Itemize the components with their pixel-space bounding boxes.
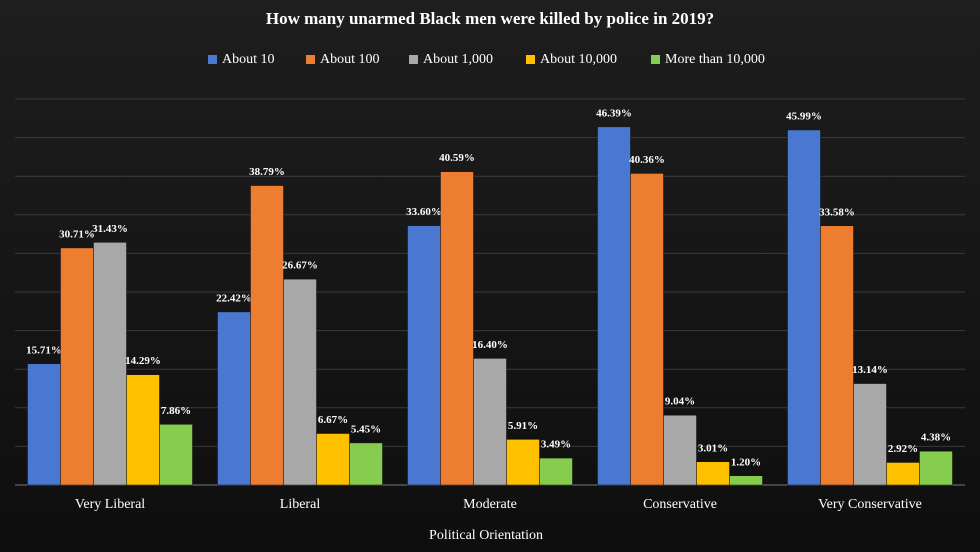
bar — [473, 358, 507, 486]
value-label: 26.67% — [282, 260, 318, 272]
bar — [93, 242, 127, 486]
bar — [407, 225, 441, 486]
bar — [159, 424, 193, 486]
legend-label: About 100 — [320, 52, 380, 67]
value-label: 1.20% — [731, 456, 761, 468]
value-label: 6.67% — [318, 414, 348, 426]
value-label: 9.04% — [665, 396, 695, 408]
legend-swatch — [306, 55, 315, 64]
legend-label: About 10 — [222, 52, 275, 67]
value-label: 30.71% — [59, 228, 95, 240]
legend-label: More than 10,000 — [665, 52, 765, 67]
value-label: 3.49% — [541, 439, 571, 451]
legend-label: About 10,000 — [540, 52, 617, 67]
value-label: 31.43% — [92, 223, 128, 235]
x-tick-label: Liberal — [280, 497, 321, 512]
bar — [663, 414, 697, 486]
bar — [597, 126, 631, 486]
bar — [787, 129, 821, 486]
bar — [696, 461, 730, 486]
bar — [886, 462, 920, 486]
legend-swatch — [526, 55, 535, 64]
bar — [250, 185, 284, 486]
value-label: 4.38% — [921, 432, 951, 444]
legend-swatch — [651, 55, 660, 64]
value-label: 22.42% — [216, 292, 252, 304]
x-tick-label: Very Conservative — [818, 497, 922, 512]
value-label: 16.40% — [472, 339, 508, 351]
bar — [630, 173, 664, 486]
bar — [126, 374, 160, 486]
value-label: 33.60% — [406, 206, 442, 218]
legend: About 10 About 100 About 1,000 About 10,000… — [208, 52, 765, 67]
value-label: 40.36% — [629, 154, 665, 166]
legend-swatch — [409, 55, 418, 64]
value-label: 7.86% — [161, 405, 191, 417]
value-label: 3.01% — [698, 442, 728, 454]
value-label: 5.45% — [351, 423, 381, 435]
bar — [820, 225, 854, 486]
value-label: 14.29% — [125, 355, 161, 367]
bar — [853, 383, 887, 486]
legend-label: About 1,000 — [423, 52, 493, 67]
value-label: 40.59% — [439, 152, 475, 164]
legend-swatch — [208, 55, 217, 64]
x-axis-title: Political Orientation — [429, 528, 543, 543]
bar — [283, 278, 317, 486]
bar — [919, 450, 953, 486]
value-label: 15.71% — [26, 344, 62, 356]
bar — [60, 247, 94, 486]
x-tick-label: Very Liberal — [75, 497, 145, 512]
value-label: 13.14% — [852, 364, 888, 376]
bar — [506, 439, 540, 486]
value-label: 45.99% — [786, 110, 822, 122]
value-label: 46.39% — [596, 107, 632, 119]
bar — [539, 457, 573, 486]
bar — [27, 363, 61, 486]
x-tick-label: Moderate — [463, 497, 517, 512]
value-label: 2.92% — [888, 443, 918, 455]
bar — [349, 442, 383, 486]
value-label: 5.91% — [508, 420, 538, 432]
value-label: 38.79% — [249, 166, 285, 178]
bar — [729, 475, 763, 486]
chart-title: How many unarmed Black men were killed b… — [266, 9, 714, 28]
bar — [217, 311, 251, 486]
bar — [440, 171, 474, 486]
bar — [316, 433, 350, 486]
x-tick-label: Conservative — [643, 497, 717, 512]
value-label: 33.58% — [819, 206, 855, 218]
